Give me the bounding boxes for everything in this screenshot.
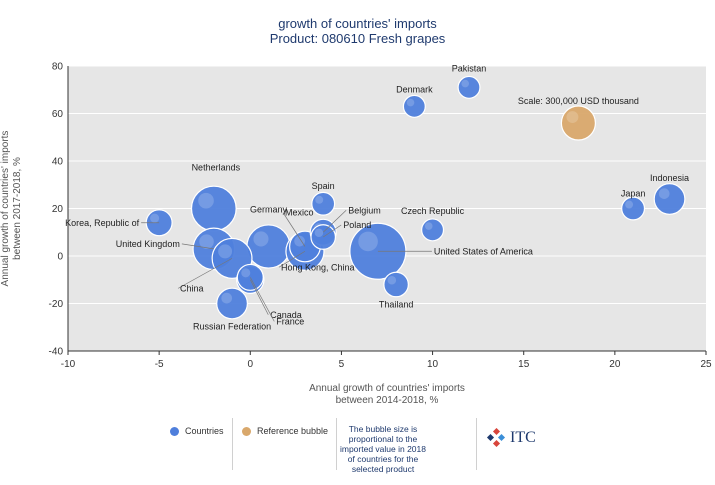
data-label: Netherlands bbox=[192, 163, 241, 173]
leader-line bbox=[282, 212, 306, 247]
x-tick-label: 0 bbox=[248, 359, 254, 370]
x-tick-label: 15 bbox=[518, 359, 530, 370]
bubble bbox=[216, 287, 248, 320]
bubble bbox=[621, 196, 646, 221]
legend-reference[interactable]: Reference bubble bbox=[242, 426, 328, 436]
y-axis-title: between 2017-2018, % bbox=[12, 157, 23, 260]
x-axis-title: between 2014-2018, % bbox=[336, 395, 439, 406]
data-label: Belgium bbox=[348, 205, 381, 215]
data-label: Spain bbox=[312, 181, 335, 191]
y-tick-label: -20 bbox=[49, 299, 64, 310]
leader-line bbox=[278, 250, 306, 268]
data-label: Czech Republic bbox=[401, 206, 465, 216]
leader-line bbox=[249, 279, 269, 315]
leader-line bbox=[181, 243, 214, 250]
bubble-highlight bbox=[253, 231, 269, 247]
data-label: Scale: 300,000 USD thousand bbox=[518, 96, 639, 106]
bubble-highlight bbox=[461, 79, 470, 88]
y-tick-label: 0 bbox=[57, 252, 63, 263]
legend-note: The bubble size is proportional to the i… bbox=[339, 424, 426, 474]
bubble-highlight bbox=[387, 275, 397, 285]
data-label: United Kingdom bbox=[116, 239, 180, 249]
y-tick-label: -40 bbox=[49, 347, 64, 358]
data-label: Poland bbox=[343, 220, 371, 230]
legend-divider bbox=[476, 418, 477, 470]
chart-title: growth of countries' imports bbox=[278, 16, 437, 31]
x-tick-label: 5 bbox=[339, 359, 345, 370]
bubble-highlight bbox=[315, 195, 324, 204]
legend-reference-swatch bbox=[242, 426, 251, 436]
legend-countries[interactable]: Countries bbox=[170, 426, 224, 436]
legend-reference-label: Reference bubble bbox=[257, 426, 329, 436]
bubble-highlight bbox=[314, 228, 324, 237]
leader-line bbox=[249, 277, 275, 322]
data-label: United States of America bbox=[434, 246, 533, 256]
y-tick-label: 80 bbox=[52, 62, 64, 73]
data-label: Japan bbox=[621, 189, 646, 199]
y-tick-label: 60 bbox=[52, 109, 64, 120]
itc-logo-text: ITC bbox=[510, 429, 536, 446]
bubble bbox=[653, 183, 686, 215]
y-tick-label: 40 bbox=[52, 157, 64, 168]
bubble-highlight bbox=[218, 244, 233, 259]
bubble-highlight bbox=[150, 213, 160, 223]
x-axis-title: Annual growth of countries' imports bbox=[309, 383, 465, 394]
bubble bbox=[383, 271, 409, 298]
data-label: Pakistan bbox=[452, 63, 487, 73]
data-label: Mexico bbox=[285, 208, 314, 218]
x-tick-label: 20 bbox=[609, 359, 621, 370]
itc-logo: ITC bbox=[486, 428, 536, 448]
data-label: Germany bbox=[250, 205, 288, 215]
y-axis-title: Annual growth of countries' imports bbox=[0, 131, 11, 287]
itc-logo-icon bbox=[486, 428, 506, 448]
x-tick-label: 25 bbox=[700, 359, 712, 370]
legend-countries-swatch bbox=[170, 426, 179, 436]
bubble bbox=[190, 185, 237, 232]
bubble bbox=[311, 191, 336, 216]
legend-countries-label: Countries bbox=[185, 426, 224, 436]
bubble-highlight bbox=[241, 268, 251, 278]
chart-subtitle: Product: 080610 Fresh grapes bbox=[269, 31, 446, 46]
leader-line bbox=[322, 209, 347, 233]
data-label: Korea, Republic of bbox=[65, 218, 140, 228]
leader-line bbox=[323, 224, 342, 238]
data-label: Denmark bbox=[396, 84, 433, 94]
y-tick-label: 20 bbox=[52, 204, 64, 215]
leader-line bbox=[177, 258, 233, 289]
legend-divider bbox=[232, 418, 233, 470]
bubble-highlight bbox=[566, 111, 579, 124]
x-tick-label: 10 bbox=[427, 359, 439, 370]
data-label: France bbox=[276, 316, 304, 326]
bubble bbox=[457, 75, 481, 99]
bubble-highlight bbox=[199, 234, 214, 249]
data-label: Hong Kong, China bbox=[281, 262, 355, 272]
data-label: Canada bbox=[270, 310, 302, 320]
bubble-highlight bbox=[625, 200, 634, 209]
legend: Countries Reference bubble The bubble si… bbox=[160, 418, 590, 474]
data-label: Indonesia bbox=[650, 173, 689, 183]
bubble-highlight bbox=[294, 235, 305, 247]
legend-divider bbox=[336, 418, 337, 470]
bubble bbox=[402, 94, 426, 118]
bubble-highlight bbox=[406, 98, 415, 107]
bubble-highlight bbox=[221, 292, 233, 304]
bubble bbox=[560, 105, 597, 141]
x-tick-label: -10 bbox=[61, 359, 76, 370]
x-tick-label: -5 bbox=[155, 359, 164, 370]
bubble-highlight bbox=[424, 222, 433, 230]
bubble-highlight bbox=[358, 231, 378, 252]
bubble bbox=[421, 218, 445, 242]
bubble-highlight bbox=[658, 188, 670, 199]
data-label: Russian Federation bbox=[193, 322, 271, 332]
data-label: China bbox=[180, 283, 204, 293]
bubble-highlight bbox=[198, 192, 214, 209]
data-label: Thailand bbox=[379, 300, 414, 310]
